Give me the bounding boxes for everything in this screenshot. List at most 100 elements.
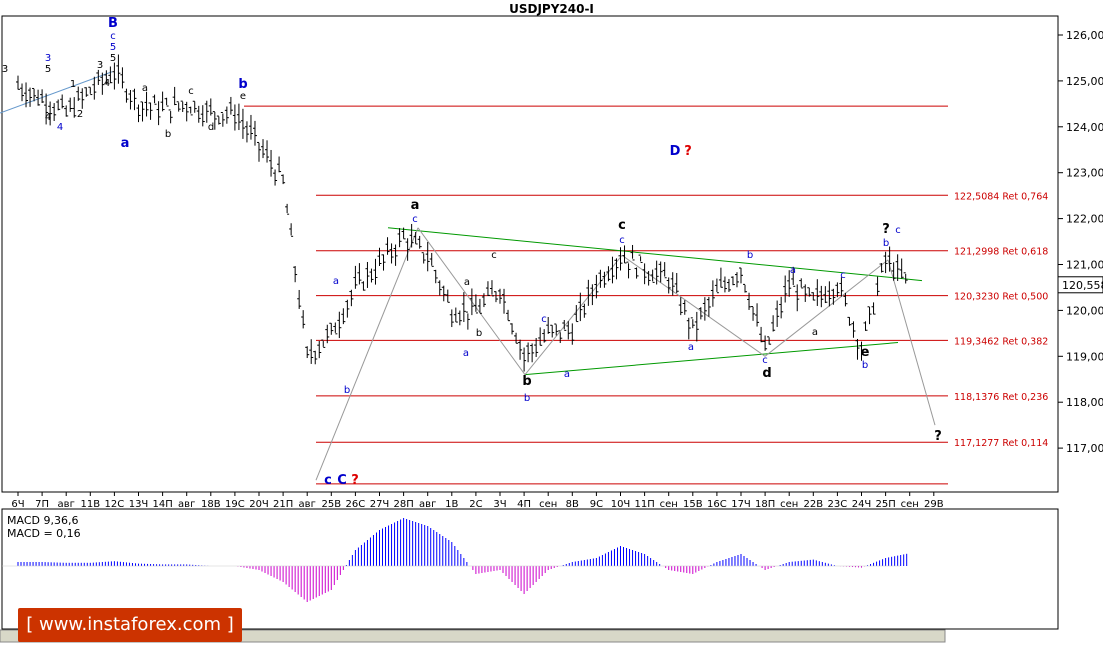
macd-name-label: MACD 9,36,6 — [7, 514, 79, 527]
current-price-label: 120,558 — [1062, 279, 1103, 292]
time-tick-label: авг — [419, 499, 436, 510]
time-tick-label: 11В — [81, 499, 101, 510]
price-tick-label: 119,000 — [1066, 350, 1103, 363]
price-tick-label: 125,000 — [1066, 75, 1103, 88]
wave-label: a — [121, 136, 130, 151]
wave-label: b — [522, 374, 531, 389]
wave-connector-line — [315, 227, 419, 481]
wave-connector-line — [621, 254, 766, 357]
wave-label: c — [188, 86, 194, 97]
wave-connector-line — [764, 259, 889, 357]
wave-label: a — [812, 327, 818, 338]
time-tick-label: 12С — [105, 499, 125, 510]
wave-label: c — [619, 235, 625, 246]
time-tick-label: 28П — [393, 499, 413, 510]
wave-label: 3 — [2, 64, 8, 75]
wave-label: c — [324, 473, 332, 488]
wave-label: D — [670, 144, 681, 159]
time-tick-label: 20Ч — [249, 499, 269, 510]
wave-label: c — [895, 225, 901, 236]
wave-label: e — [861, 345, 870, 360]
time-tick-label: 23С — [828, 499, 848, 510]
time-tick-label: 3Ч — [493, 499, 506, 510]
fib-level-label: 117,1277 Ret 0,114 — [954, 438, 1048, 449]
time-tick-label: 15В — [683, 499, 703, 510]
main-plot-frame — [1, 15, 1059, 493]
wave-label: b — [883, 238, 889, 249]
price-tick-label: 117,000 — [1066, 442, 1103, 455]
wave-connector-line — [887, 259, 936, 426]
wave-label: c — [110, 31, 116, 42]
time-tick-label: 13Ч — [129, 499, 149, 510]
time-tick-label: сен — [539, 499, 557, 510]
wave-label: b — [165, 129, 171, 140]
time-tick-label: авг — [58, 499, 75, 510]
wave-label: a — [463, 348, 469, 359]
wave-label: 5 — [110, 42, 116, 53]
time-tick-label: авг — [178, 499, 195, 510]
wave-label: ? — [684, 144, 692, 159]
wave-label: ? — [882, 222, 890, 237]
time-tick-label: 26С — [346, 499, 366, 510]
wave-label: 4 — [45, 112, 51, 123]
time-tick-label: 11П — [634, 499, 654, 510]
fib-level-label: 118,1376 Ret 0,236 — [954, 392, 1048, 403]
wave-label: b — [238, 77, 247, 92]
time-tick-label: 29В — [924, 499, 944, 510]
wave-label: B — [108, 16, 118, 31]
time-tick-label: 1В — [445, 499, 458, 510]
price-tick-label: 126,000 — [1066, 29, 1103, 42]
chart-title: USDJPY240-I — [509, 2, 594, 16]
wave-label: ? — [351, 473, 359, 488]
wave-label: b — [747, 250, 753, 261]
wave-label: a — [411, 198, 420, 213]
wave-label: b — [344, 385, 350, 396]
price-tick-label: 123,000 — [1066, 167, 1103, 180]
wave-label: a — [688, 342, 694, 353]
wave-label: 3 — [97, 60, 103, 71]
wave-label: 4 — [104, 78, 110, 89]
time-tick-label: сен — [780, 499, 798, 510]
price-tick-label: 124,000 — [1066, 121, 1103, 134]
time-tick-label: сен — [660, 499, 678, 510]
wave-label: a — [790, 265, 796, 276]
wave-label: b — [862, 360, 868, 371]
time-tick-label: 8В — [566, 499, 579, 510]
time-tick-label: 18П — [755, 499, 775, 510]
fib-level-label: 121,2998 Ret 0,618 — [954, 247, 1048, 258]
time-tick-label: 6Ч — [11, 499, 24, 510]
price-tick-label: 118,000 — [1066, 396, 1103, 409]
fib-level-label: 122,5084 Ret 0,764 — [954, 191, 1048, 202]
time-tick-label: 24Ч — [852, 499, 872, 510]
wave-label: a — [142, 83, 148, 94]
triangle-upper-trendline — [387, 227, 923, 282]
time-tick-label: 4П — [517, 499, 531, 510]
time-tick-label: авг — [299, 499, 316, 510]
wave-label: 5 — [110, 53, 116, 64]
wave-label: b — [476, 328, 482, 339]
wave-label: c — [840, 270, 846, 281]
triangle-lower-trendline — [524, 342, 899, 376]
current-price-box — [1057, 276, 1103, 294]
wave-label: a — [464, 277, 470, 288]
wave-label: c — [762, 355, 768, 366]
wave-label: 2 — [77, 109, 83, 120]
time-tick-label: 18В — [201, 499, 221, 510]
wave-label: c — [618, 218, 626, 233]
early-channel-line — [0, 71, 113, 114]
wave-label: c — [491, 250, 497, 261]
time-tick-label: 9С — [590, 499, 603, 510]
time-tick-label: 16С — [707, 499, 727, 510]
time-tick-label: 14П — [152, 499, 172, 510]
wave-label: c — [412, 214, 418, 225]
wave-label: 3 — [45, 53, 51, 64]
time-tick-label: 21П — [273, 499, 293, 510]
macd-panel-frame — [1, 508, 1059, 630]
macd-value-label: MACD = 0,16 — [7, 527, 81, 540]
fib-level-label: 119,3462 Ret 0,382 — [954, 336, 1048, 347]
wave-label: C — [337, 473, 347, 488]
price-tick-label: 122,000 — [1066, 213, 1103, 226]
price-tick-label: 120,000 — [1066, 304, 1103, 317]
price-tick-label: 121,000 — [1066, 259, 1103, 272]
